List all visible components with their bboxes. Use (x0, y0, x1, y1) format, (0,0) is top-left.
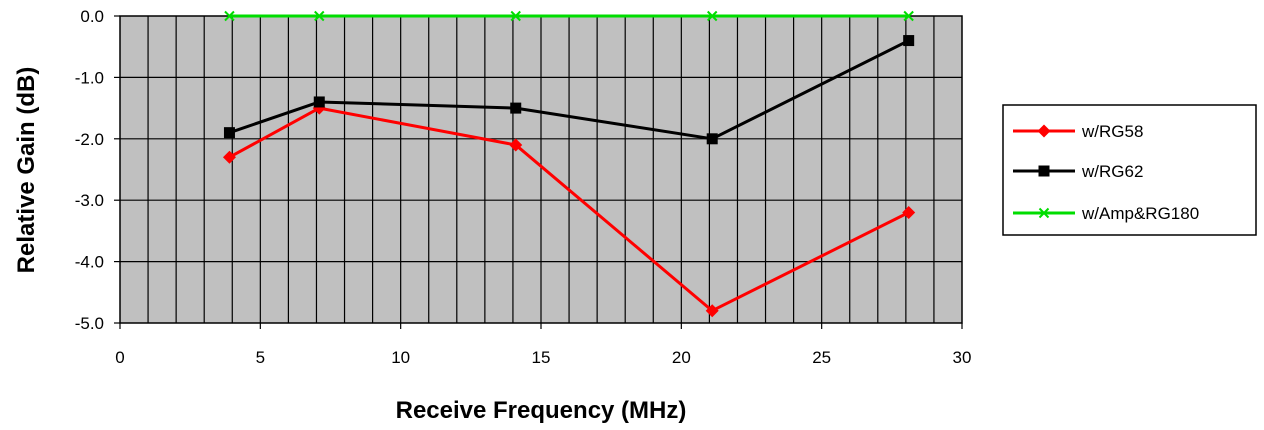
data-point (222, 150, 236, 164)
x-axis: 0 5 10 15 20 25 30 (115, 323, 971, 367)
data-point (313, 96, 325, 108)
x-tick-label: 20 (672, 348, 691, 367)
series-group (222, 10, 916, 318)
data-point (224, 10, 235, 22)
y-tick-label: 0.0 (80, 7, 104, 26)
legend-items: w/RG58 w/RG62 w/Amp&RG180 (1013, 122, 1199, 223)
data-point (314, 10, 325, 22)
legend-item: w/RG62 (1013, 162, 1143, 181)
data-point (510, 10, 521, 22)
x-tick-label: 0 (115, 348, 124, 367)
data-point (510, 102, 522, 114)
series-w/RG62 (223, 35, 915, 145)
legend-item: w/RG58 (1013, 122, 1143, 141)
legend-label: w/RG62 (1081, 162, 1143, 181)
legend: w/RG58 w/RG62 w/Amp&RG180 (1002, 104, 1257, 236)
data-point (903, 10, 914, 22)
legend-label: w/Amp&RG180 (1081, 204, 1199, 223)
data-point (706, 133, 718, 145)
x-tick-label: 10 (391, 348, 410, 367)
x-tick-label: 30 (953, 348, 972, 367)
legend-marker (1038, 207, 1050, 219)
legend-marker (1038, 165, 1050, 177)
data-point (706, 10, 718, 22)
x-axis-title: Receive Frequency (MHz) (396, 397, 687, 424)
y-axis: 0.0 -1.0 -2.0 -3.0 -4.0 -5.0 (75, 7, 120, 333)
x-tick-label: 25 (812, 348, 831, 367)
data-point (223, 127, 235, 139)
data-point (509, 138, 523, 152)
grid-lines (120, 16, 962, 323)
legend-label: w/RG58 (1081, 122, 1143, 141)
legend-item: w/Amp&RG180 (1013, 204, 1199, 223)
y-tick-label: -4.0 (75, 253, 104, 272)
data-point (902, 205, 916, 219)
series-w/Amp&RG180 (224, 10, 914, 22)
y-tick-label: -5.0 (75, 314, 104, 333)
y-tick-label: -1.0 (75, 68, 104, 87)
data-point (903, 35, 915, 47)
x-tick-label: 15 (532, 348, 551, 367)
data-point (705, 304, 719, 318)
y-tick-label: -3.0 (75, 191, 104, 210)
legend-marker (1037, 124, 1051, 138)
y-axis-title: Relative Gain (dB) (13, 67, 40, 274)
x-tick-label: 5 (256, 348, 265, 367)
y-tick-label: -2.0 (75, 130, 104, 149)
